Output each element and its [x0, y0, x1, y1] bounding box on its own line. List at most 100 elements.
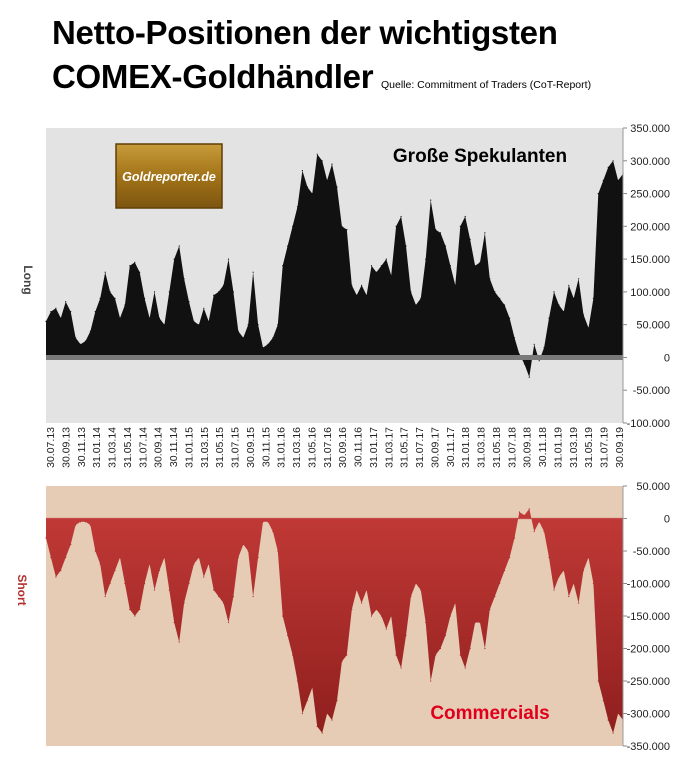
top-series-point: [568, 284, 570, 286]
bottom-series-point: [573, 582, 575, 585]
top-series-point: [548, 317, 550, 319]
bottom-series-point: [617, 712, 619, 715]
bottom-series-point: [390, 615, 392, 617]
top-series-point: [301, 170, 303, 172]
bottom-series-point: [144, 582, 146, 585]
top-series-point: [242, 337, 244, 339]
top-series-point: [262, 347, 264, 349]
bottom-series-point: [173, 621, 175, 624]
bottom-series-point: [518, 511, 521, 513]
bottom-series-point: [582, 569, 585, 572]
top-series-point: [114, 297, 116, 299]
top-series-point: [109, 291, 111, 293]
top-x-tick-label: 31.03.19: [568, 427, 580, 468]
top-series-point: [287, 245, 289, 247]
bottom-series-point: [366, 589, 368, 591]
top-series-point: [435, 229, 437, 231]
bottom-series-point: [193, 563, 195, 565]
bottom-series-point: [558, 576, 560, 578]
top-series-point: [494, 291, 496, 293]
top-series-point: [70, 311, 72, 313]
top-series-point: [587, 327, 590, 329]
top-series-point: [99, 297, 101, 299]
bottom-series-point: [89, 524, 91, 526]
top-x-tick-label: 31.01.14: [91, 427, 103, 468]
top-series-point: [617, 179, 619, 181]
top-series-point: [277, 324, 279, 326]
bottom-series-point: [252, 595, 254, 598]
bottom-series-point: [262, 521, 264, 523]
bottom-series-point: [257, 556, 259, 559]
top-series-point: [129, 265, 131, 267]
top-y-tick-label: 150.000: [630, 254, 670, 266]
bottom-series-point: [479, 621, 481, 624]
top-series-point: [553, 291, 555, 293]
bottom-series-point: [70, 543, 72, 546]
bottom-series-point: [227, 621, 230, 624]
top-series-point: [366, 294, 368, 296]
top-series-point: [252, 271, 254, 273]
bottom-series-point: [292, 654, 294, 656]
top-x-tick-label: 31.05.14: [122, 427, 134, 468]
top-series-point: [439, 232, 442, 234]
bottom-series-point: [513, 537, 516, 539]
top-series-point: [282, 265, 284, 267]
top-series-point: [198, 324, 200, 326]
top-series-point: [459, 225, 461, 227]
bottom-series-point: [99, 563, 101, 565]
top-series-point: [558, 304, 560, 306]
top-series-point: [94, 311, 96, 313]
bottom-series-point: [454, 602, 456, 604]
top-y-tick-label: 50.000: [636, 320, 670, 332]
bottom-y-axis-label: Short: [15, 574, 29, 605]
top-series-point: [134, 261, 136, 263]
bottom-series-area: [45, 508, 624, 734]
bottom-series-point: [287, 634, 289, 637]
top-series-point: [213, 294, 215, 296]
top-series-point: [415, 304, 417, 306]
bottom-series-point: [208, 563, 210, 565]
top-x-tick-label: 30.11.16: [353, 427, 365, 467]
top-panel-label: Große Spekulanten: [393, 146, 567, 167]
bottom-series-point: [55, 576, 57, 578]
bottom-y-tick-label: -250.000: [627, 676, 670, 688]
bottom-y-tick-label: 50.000: [636, 481, 670, 493]
bottom-series-point: [425, 621, 427, 624]
top-series-point: [449, 265, 451, 267]
bottom-series-point: [395, 654, 397, 656]
top-series-point: [612, 160, 614, 162]
top-series-point: [50, 311, 52, 313]
top-series-point: [84, 340, 87, 342]
bottom-series-point: [153, 589, 156, 591]
top-series: [46, 154, 623, 378]
bottom-series-point: [60, 569, 62, 572]
bottom-series-point: [129, 608, 131, 611]
top-series-point: [153, 291, 156, 293]
bottom-series-point: [158, 569, 160, 572]
bottom-series-point: [430, 680, 432, 682]
bottom-series-point: [316, 725, 318, 728]
top-series-point: [538, 360, 540, 362]
bottom-series-point: [439, 647, 442, 650]
top-series-point: [563, 311, 565, 313]
top-x-tick-label: 31.03.16: [291, 427, 303, 468]
top-series-point: [237, 330, 239, 332]
logo-text: Goldreporter.de: [122, 170, 216, 184]
top-series-point: [316, 153, 318, 155]
top-series-point: [395, 225, 397, 227]
bottom-series-point: [124, 582, 126, 585]
top-series-area: [45, 153, 624, 378]
top-series-point: [474, 265, 476, 267]
top-x-tick-label: 31.07.16: [322, 427, 334, 468]
top-x-tick-label: 31.05.15: [214, 427, 226, 468]
top-series-point: [173, 258, 175, 260]
top-x-tick-label: 31.07.14: [137, 427, 149, 468]
top-y-tick-label: -100.000: [627, 418, 670, 430]
top-x-tick-label: 30.11.18: [537, 427, 549, 467]
top-series-point: [489, 278, 491, 280]
top-y-tick-label: 300.000: [630, 156, 670, 168]
bottom-series-point: [79, 521, 82, 523]
top-series-point: [385, 258, 387, 260]
top-series-point: [124, 304, 126, 306]
top-series-point: [306, 186, 308, 188]
